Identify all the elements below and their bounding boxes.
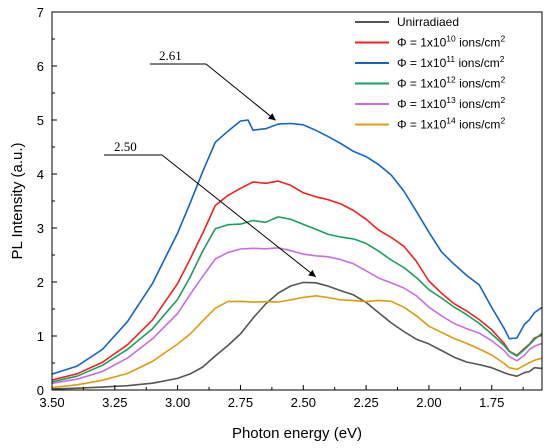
annotation-label: 2.50 <box>114 139 137 154</box>
legend-item: Φ = 1x1012 ions/cm2 <box>355 75 505 91</box>
series-line-4 <box>51 216 543 383</box>
y-tick-label: 1 <box>37 329 44 344</box>
legend-label: Unirradiaed <box>397 15 459 29</box>
annotation-layer: 2.61 2.50 <box>104 48 317 278</box>
y-tick-label: 2 <box>37 275 44 290</box>
series-line-3 <box>51 119 543 375</box>
y-tick-label: 0 <box>37 383 44 398</box>
legend-label: Φ = 1x1012 ions/cm2 <box>397 75 505 91</box>
x-tick-label: 2.00 <box>416 395 441 410</box>
legend-item: Φ = 1x1013 ions/cm2 <box>355 95 505 111</box>
legend-label: Φ = 1x1010 ions/cm2 <box>397 34 505 50</box>
y-axis-title: PL Intensity (a.u.) <box>9 142 26 259</box>
legend-item: Unirradiaed <box>355 15 459 29</box>
annotation-label: 2.61 <box>159 48 182 63</box>
legend-item: Φ = 1x1010 ions/cm2 <box>355 34 505 50</box>
annotation-arrowhead <box>308 269 316 277</box>
x-axis-title: Photon energy (eV) <box>232 425 362 442</box>
series-line-5 <box>51 247 543 385</box>
legend-item: Φ = 1x1011 ions/cm2 <box>355 54 505 70</box>
y-tick-label: 7 <box>37 5 44 20</box>
x-tick-label: 3.50 <box>39 395 64 410</box>
y-tick-label: 5 <box>37 113 44 128</box>
series-layer <box>51 119 543 390</box>
x-tick-label: 2.50 <box>291 395 316 410</box>
legend-label: Φ = 1x1014 ions/cm2 <box>397 116 505 132</box>
series-line-6 <box>51 295 543 389</box>
legend-label: Φ = 1x1013 ions/cm2 <box>397 95 505 111</box>
x-tick-label: 1.75 <box>479 395 504 410</box>
x-tick-label: 2.25 <box>353 395 378 410</box>
x-tick-label: 3.25 <box>102 395 127 410</box>
legend: Unirradiaed Φ = 1x1010 ions/cm2 Φ = 1x1011… <box>355 15 505 132</box>
y-tick-label: 3 <box>37 221 44 236</box>
x-tick-label: 3.00 <box>165 395 190 410</box>
annotation-arrow <box>205 63 276 121</box>
axis-layer: 3.50 3.25 3.00 2.75 2.50 2.25 2.00 1.75 0 1 2 3 4 5 6 7 <box>37 5 524 410</box>
legend-item: Φ = 1x1014 ions/cm2 <box>355 116 505 132</box>
legend-label: Φ = 1x1011 ions/cm2 <box>397 54 505 70</box>
series-line-1 <box>51 281 543 390</box>
y-tick-label: 4 <box>37 167 44 182</box>
y-tick-label: 6 <box>37 59 44 74</box>
annotation-arrow <box>161 154 317 278</box>
series-line-2 <box>51 180 543 381</box>
x-tick-label: 2.75 <box>228 395 253 410</box>
annotation-arrowhead <box>267 113 276 121</box>
